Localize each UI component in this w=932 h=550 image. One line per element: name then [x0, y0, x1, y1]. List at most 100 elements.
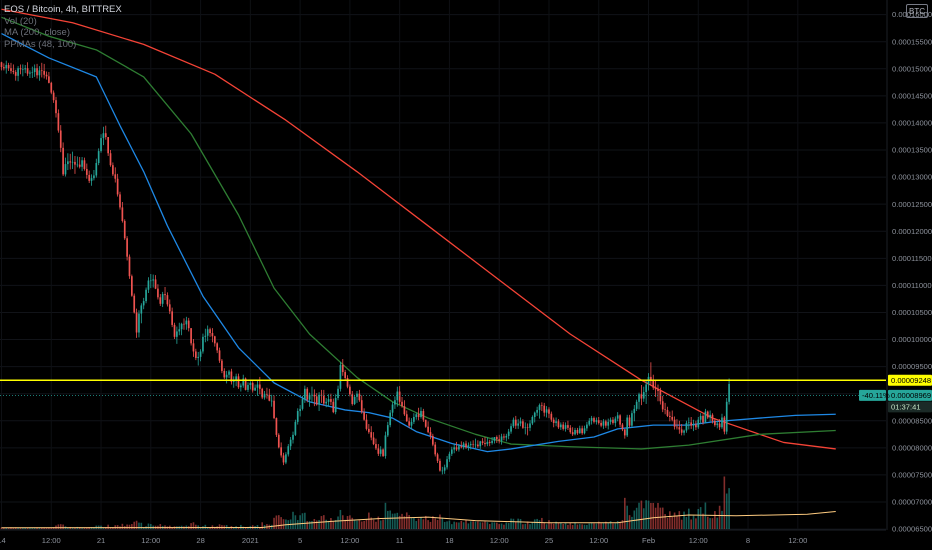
ma-legend[interactable]: MA (200, close): [4, 27, 70, 38]
candle: [711, 413, 714, 424]
candle: [216, 342, 219, 354]
price-axis[interactable]: 0.00006500 0.00007000 0.00007500 0.00008000…: [886, 0, 932, 534]
candle: [213, 335, 216, 347]
candle: [311, 386, 313, 403]
candle: [455, 441, 458, 452]
candle: [33, 64, 36, 77]
candle-body: [453, 447, 456, 450]
candle-body: [474, 444, 477, 446]
volume-bar: [5, 527, 8, 529]
symbol-title[interactable]: EOS / Bitcoin, 4h, BITTREX: [4, 4, 122, 15]
candle: [365, 414, 368, 431]
candle: [605, 419, 607, 428]
candle: [593, 416, 595, 424]
volume-bar: [420, 517, 422, 529]
candle: [166, 292, 169, 307]
time-tick-label: 12:00: [340, 536, 359, 545]
candle-body: [389, 412, 392, 426]
volume-bar: [498, 524, 500, 529]
candle-body: [29, 72, 31, 74]
volume-bar: [602, 523, 605, 529]
candle-body: [680, 429, 683, 433]
candle-body: [495, 437, 498, 440]
candle-body: [237, 376, 240, 388]
candle-body: [602, 421, 605, 426]
volume-bar: [711, 518, 714, 529]
candle-body: [112, 165, 114, 175]
volume-bar: [360, 521, 363, 529]
time-tick-label: 12:00: [589, 536, 608, 545]
volume-bar: [538, 520, 541, 529]
price-level-lines[interactable]: [0, 379, 886, 396]
candle-body: [595, 420, 598, 422]
volume-bar: [481, 522, 484, 529]
candle-body: [192, 343, 195, 352]
volume-bar: [401, 513, 403, 529]
candle: [353, 394, 356, 406]
candle: [204, 328, 207, 343]
candle-body: [45, 74, 48, 77]
candle: [268, 388, 271, 402]
candle: [237, 373, 240, 389]
candle-body: [434, 444, 437, 455]
volume-bar: [396, 512, 399, 529]
candle-body: [142, 301, 145, 306]
change-tag: -40.11%: [859, 389, 890, 401]
candle-body: [270, 400, 273, 402]
candle-body: [633, 408, 636, 414]
candle: [71, 151, 74, 169]
volume-bar: [479, 522, 482, 529]
candle-body: [394, 400, 396, 405]
candle-body: [78, 164, 81, 167]
candle-body: [268, 394, 271, 401]
candle: [600, 420, 602, 428]
volume-bar: [133, 521, 136, 529]
candle: [140, 303, 143, 324]
candle-body: [455, 447, 458, 450]
candle-body: [405, 414, 408, 422]
candle: [194, 348, 197, 361]
volume-bar: [723, 476, 726, 529]
candle-body: [52, 92, 55, 101]
candle-body: [448, 453, 451, 460]
candle: [586, 421, 588, 432]
candle: [465, 440, 467, 449]
time-axis[interactable]: 14 12:00 21 12:00 28 2021 5 12:00 11 18 12:00 25 12:…: [0, 529, 886, 545]
candle: [78, 157, 81, 169]
candle: [479, 440, 482, 449]
candle: [97, 148, 100, 166]
candle: [424, 419, 427, 428]
candle: [301, 395, 304, 411]
candle-body: [315, 396, 318, 405]
candle-body: [678, 427, 681, 430]
candle-body: [673, 419, 676, 427]
candle: [533, 411, 536, 423]
ppma-legend[interactable]: PPMAs (48, 100): [4, 38, 77, 50]
candle: [109, 150, 112, 167]
volume-bar: [147, 523, 150, 529]
candle-body: [391, 404, 394, 413]
candle-body: [159, 297, 162, 304]
currency-button[interactable]: BTC: [906, 4, 928, 18]
candle: [102, 126, 105, 146]
volume-bar: [315, 520, 318, 529]
candle: [725, 398, 728, 435]
candle-body: [576, 429, 579, 434]
volume-bar: [614, 523, 617, 529]
candle: [431, 433, 434, 447]
volume-bar: [294, 515, 297, 529]
time-tick-label: 12:00: [141, 536, 160, 545]
volume-bar: [545, 524, 548, 529]
volume-legend[interactable]: Vol (20): [4, 15, 37, 27]
volume-bar: [451, 524, 453, 529]
candle-body: [436, 454, 439, 461]
candle-body: [427, 426, 429, 433]
candle: [697, 416, 700, 429]
volume-bar: [666, 518, 669, 529]
volume-bar: [311, 521, 313, 529]
volume-bar: [57, 524, 60, 529]
candle-body: [131, 276, 133, 296]
candle: [709, 410, 711, 422]
candle: [88, 170, 91, 184]
